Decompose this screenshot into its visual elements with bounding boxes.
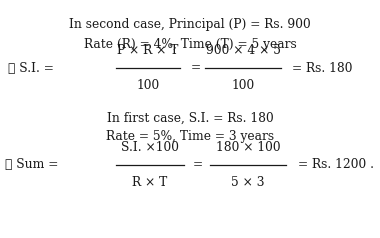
- Text: 180 × 100: 180 × 100: [216, 141, 280, 154]
- Text: S.I. ×100: S.I. ×100: [121, 141, 179, 154]
- Text: 900 × 4 × 5: 900 × 4 × 5: [206, 44, 280, 57]
- Text: P × R × T: P × R × T: [117, 44, 179, 57]
- Text: ∴ Sum =: ∴ Sum =: [5, 159, 59, 172]
- Text: ∴ S.I. =: ∴ S.I. =: [8, 61, 54, 74]
- Text: 100: 100: [231, 79, 255, 92]
- Text: Rate = 5%, Time = 3 years: Rate = 5%, Time = 3 years: [106, 130, 274, 143]
- Text: 5 × 3: 5 × 3: [231, 176, 265, 189]
- Text: 100: 100: [136, 79, 160, 92]
- Text: In second case, Principal (P) = Rs. 900: In second case, Principal (P) = Rs. 900: [69, 18, 311, 31]
- Text: = Rs. 180: = Rs. 180: [292, 61, 353, 74]
- Text: =: =: [191, 61, 201, 74]
- Text: = Rs. 1200 .: = Rs. 1200 .: [298, 159, 374, 172]
- Text: =: =: [193, 159, 203, 172]
- Text: R × T: R × T: [132, 176, 168, 189]
- Text: In first case, S.I. = Rs. 180: In first case, S.I. = Rs. 180: [107, 112, 273, 125]
- Text: Rate (R) = 4%, Time (T) = 5 years: Rate (R) = 4%, Time (T) = 5 years: [84, 38, 296, 51]
